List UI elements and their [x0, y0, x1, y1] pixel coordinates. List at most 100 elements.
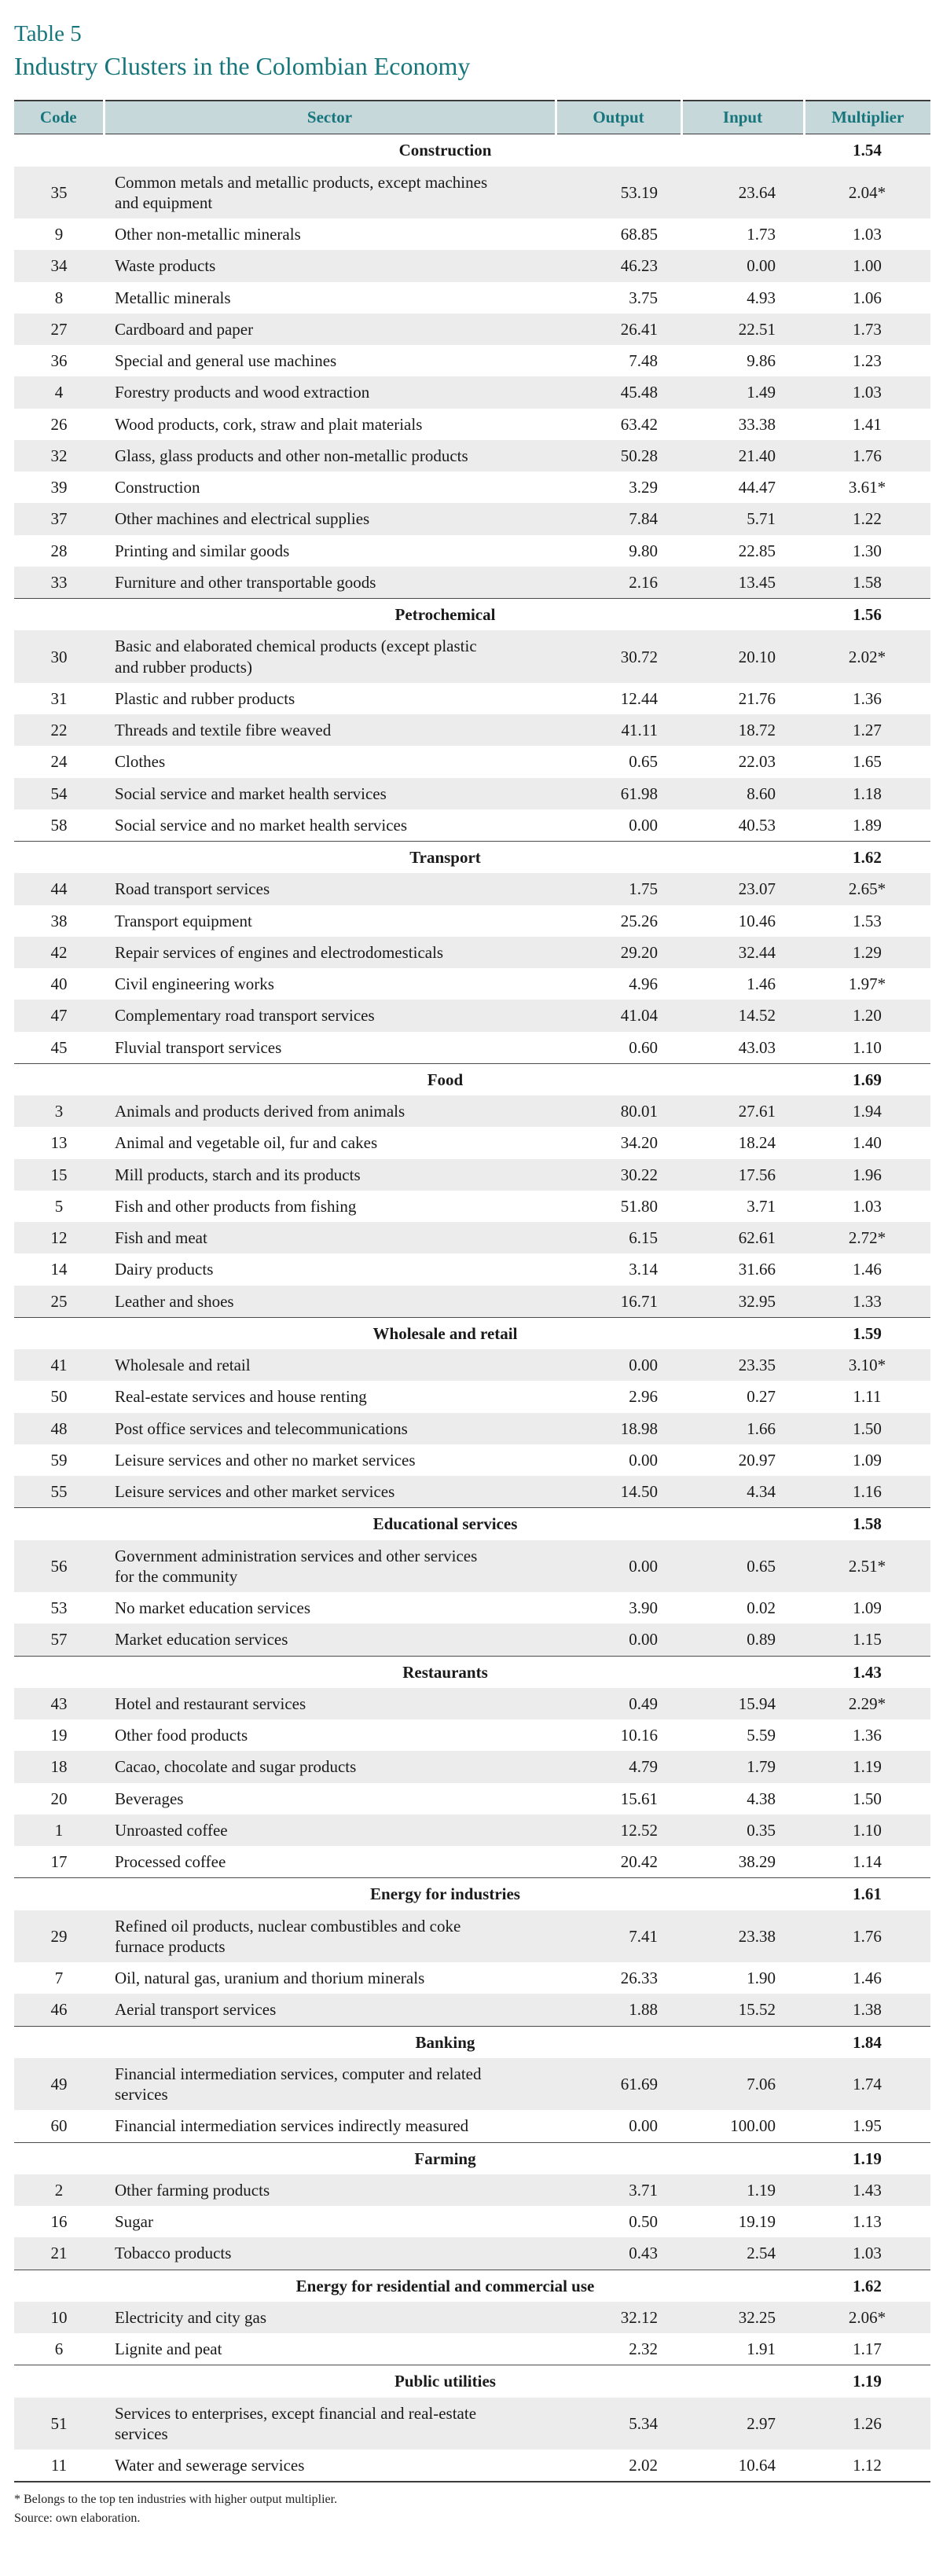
table-row: 15 Mill products, starch and its product…	[14, 1158, 930, 1191]
cell-sector: Real-estate services and house renting	[115, 1387, 367, 1407]
cell-sector: Fish and meat	[115, 1228, 207, 1248]
cell-multiplier: 1.03	[853, 225, 882, 244]
cell-code: 17	[50, 1852, 68, 1872]
cell-output: 2.96	[629, 1387, 658, 1407]
cell-multiplier: 1.26	[853, 2413, 882, 2433]
cluster-group-name: Energy for industries	[370, 1884, 520, 1904]
cell-sector: Social service and no market health serv…	[115, 815, 408, 835]
cell-code: 51	[50, 2413, 68, 2433]
cell-output: 3.90	[629, 1598, 658, 1618]
cell-input: 1.49	[747, 383, 776, 402]
table-row: 27 Cardboard and paper 26.41 22.51 1.73	[14, 313, 930, 346]
cell-input: 4.93	[747, 288, 776, 307]
cell-sector: Leisure services and other no market ser…	[115, 1450, 416, 1470]
cell-code: 42	[50, 942, 68, 962]
table-row: 14 Dairy products 3.14 31.66 1.46	[14, 1253, 930, 1285]
cell-sector: Repair services of engines and electrodo…	[115, 942, 444, 962]
cell-output: 29.20	[620, 942, 658, 962]
cell-multiplier: 2.72*	[848, 1228, 886, 1248]
cell-output: 34.20	[620, 1133, 658, 1153]
cell-sector: Mill products, starch and its products	[115, 1165, 361, 1184]
cell-sector: Threads and textile fibre weaved	[115, 721, 332, 740]
cell-multiplier: 1.76	[853, 446, 882, 465]
table-header: Code Sector Output Input Multiplier	[14, 101, 930, 134]
cell-multiplier: 1.58	[853, 572, 882, 592]
cell-sector: Financial intermediation services, compu…	[115, 2064, 482, 2104]
cell-code: 33	[50, 572, 68, 592]
cell-code: 22	[50, 721, 68, 740]
cell-code: 30	[50, 647, 68, 666]
cell-sector: Furniture and other transportable goods	[115, 572, 376, 592]
cell-input: 4.38	[747, 1789, 776, 1808]
cell-multiplier: 2.04*	[848, 182, 886, 202]
cell-code: 7	[54, 1969, 64, 1988]
cell-code: 29	[50, 1926, 68, 1946]
cell-sector: Dairy products	[115, 1260, 214, 1279]
table-row: 46 Aerial transport services 1.88 15.52 …	[14, 1994, 930, 2027]
cell-input: 7.06	[747, 2075, 776, 2093]
table-row: 40 Civil engineering works 4.96 1.46 1.9…	[14, 968, 930, 1000]
cell-multiplier: 1.40	[853, 1133, 882, 1153]
cluster-group-multiplier: 1.62	[853, 848, 882, 868]
cell-multiplier: 1.27	[853, 721, 882, 740]
cell-multiplier: 1.03	[853, 1196, 882, 1216]
cell-output: 4.96	[629, 974, 658, 994]
cell-input: 9.86	[747, 351, 776, 371]
cell-sector: Unroasted coffee	[115, 1820, 228, 1840]
cell-input: 43.03	[738, 1037, 776, 1057]
table-row: 39 Construction 3.29 44.47 3.61*	[14, 472, 930, 503]
cell-multiplier: 1.46	[853, 1969, 882, 1988]
cell-code: 55	[50, 1482, 68, 1502]
cell-code: 50	[50, 1387, 68, 1407]
cell-output: 2.16	[629, 572, 658, 592]
cell-sector: Leisure services and other market servic…	[115, 1482, 395, 1502]
table-row: 9 Other non-metallic minerals 68.85 1.73…	[14, 218, 930, 250]
cell-sector: Road transport services	[115, 879, 270, 899]
table-row: 55 Leisure services and other market ser…	[14, 1476, 930, 1508]
cell-input: 2.54	[747, 2244, 776, 2263]
cell-multiplier: 1.96	[853, 1165, 882, 1184]
industry-clusters-table: Code Sector Output Input Multiplier Cons…	[14, 100, 930, 2483]
cell-input: 32.44	[738, 942, 776, 962]
cell-output: 7.48	[629, 351, 658, 371]
cell-sector: Wholesale and retail	[115, 1356, 251, 1375]
table-row: 7 Oil, natural gas, uranium and thorium …	[14, 1962, 930, 1994]
table-row: 11 Water and sewerage services 2.02 10.6…	[14, 2449, 930, 2482]
table-row: 51 Services to enterprises, except finan…	[14, 2397, 930, 2450]
cell-output: 0.60	[629, 1037, 658, 1057]
cell-code: 15	[50, 1165, 68, 1184]
cell-sector: Tobacco products	[115, 2244, 232, 2263]
cell-sector: Other non-metallic minerals	[115, 225, 301, 244]
cell-multiplier: 1.10	[853, 1037, 882, 1057]
cell-sector: Other machines and electrical supplies	[115, 509, 370, 529]
cell-sector: Beverages	[115, 1789, 184, 1808]
cell-multiplier: 3.61*	[848, 478, 886, 497]
table-header-row: Code Sector Output Input Multiplier	[14, 101, 930, 134]
cell-input: 62.61	[738, 1228, 776, 1248]
column-header-sector: Sector	[102, 101, 556, 134]
cell-multiplier: 1.43	[853, 2180, 882, 2200]
cell-output: 5.34	[629, 2413, 658, 2433]
table-row: 2 Other farming products 3.71 1.19 1.43	[14, 2174, 930, 2207]
cell-output: 4.79	[629, 1757, 658, 1777]
cell-code: 32	[50, 446, 68, 465]
cell-output: 0.00	[629, 1630, 658, 1649]
cell-input: 27.61	[738, 1102, 776, 1121]
cell-input: 33.38	[738, 414, 776, 434]
cluster-group-multiplier: 1.56	[853, 605, 882, 625]
table-row: 28 Printing and similar goods 9.80 22.85…	[14, 535, 930, 567]
cell-code: 20	[50, 1789, 68, 1808]
cluster-group-row: Wholesale and retail 1.59	[14, 1317, 930, 1349]
cell-multiplier: 1.00	[853, 256, 882, 276]
cell-output: 80.01	[620, 1102, 658, 1121]
table-row: 60 Financial intermediation services ind…	[14, 2110, 930, 2142]
cell-output: 26.41	[620, 319, 658, 339]
cell-code: 6	[54, 2339, 64, 2359]
cell-code: 34	[50, 256, 68, 276]
table-row: 58 Social service and no market health s…	[14, 809, 930, 842]
cell-input: 1.90	[747, 1969, 776, 1988]
cell-code: 3	[54, 1102, 64, 1121]
cell-multiplier: 1.20	[853, 1006, 882, 1026]
table-row: 4 Forestry products and wood extraction …	[14, 376, 930, 409]
cell-input: 1.91	[747, 2339, 776, 2359]
